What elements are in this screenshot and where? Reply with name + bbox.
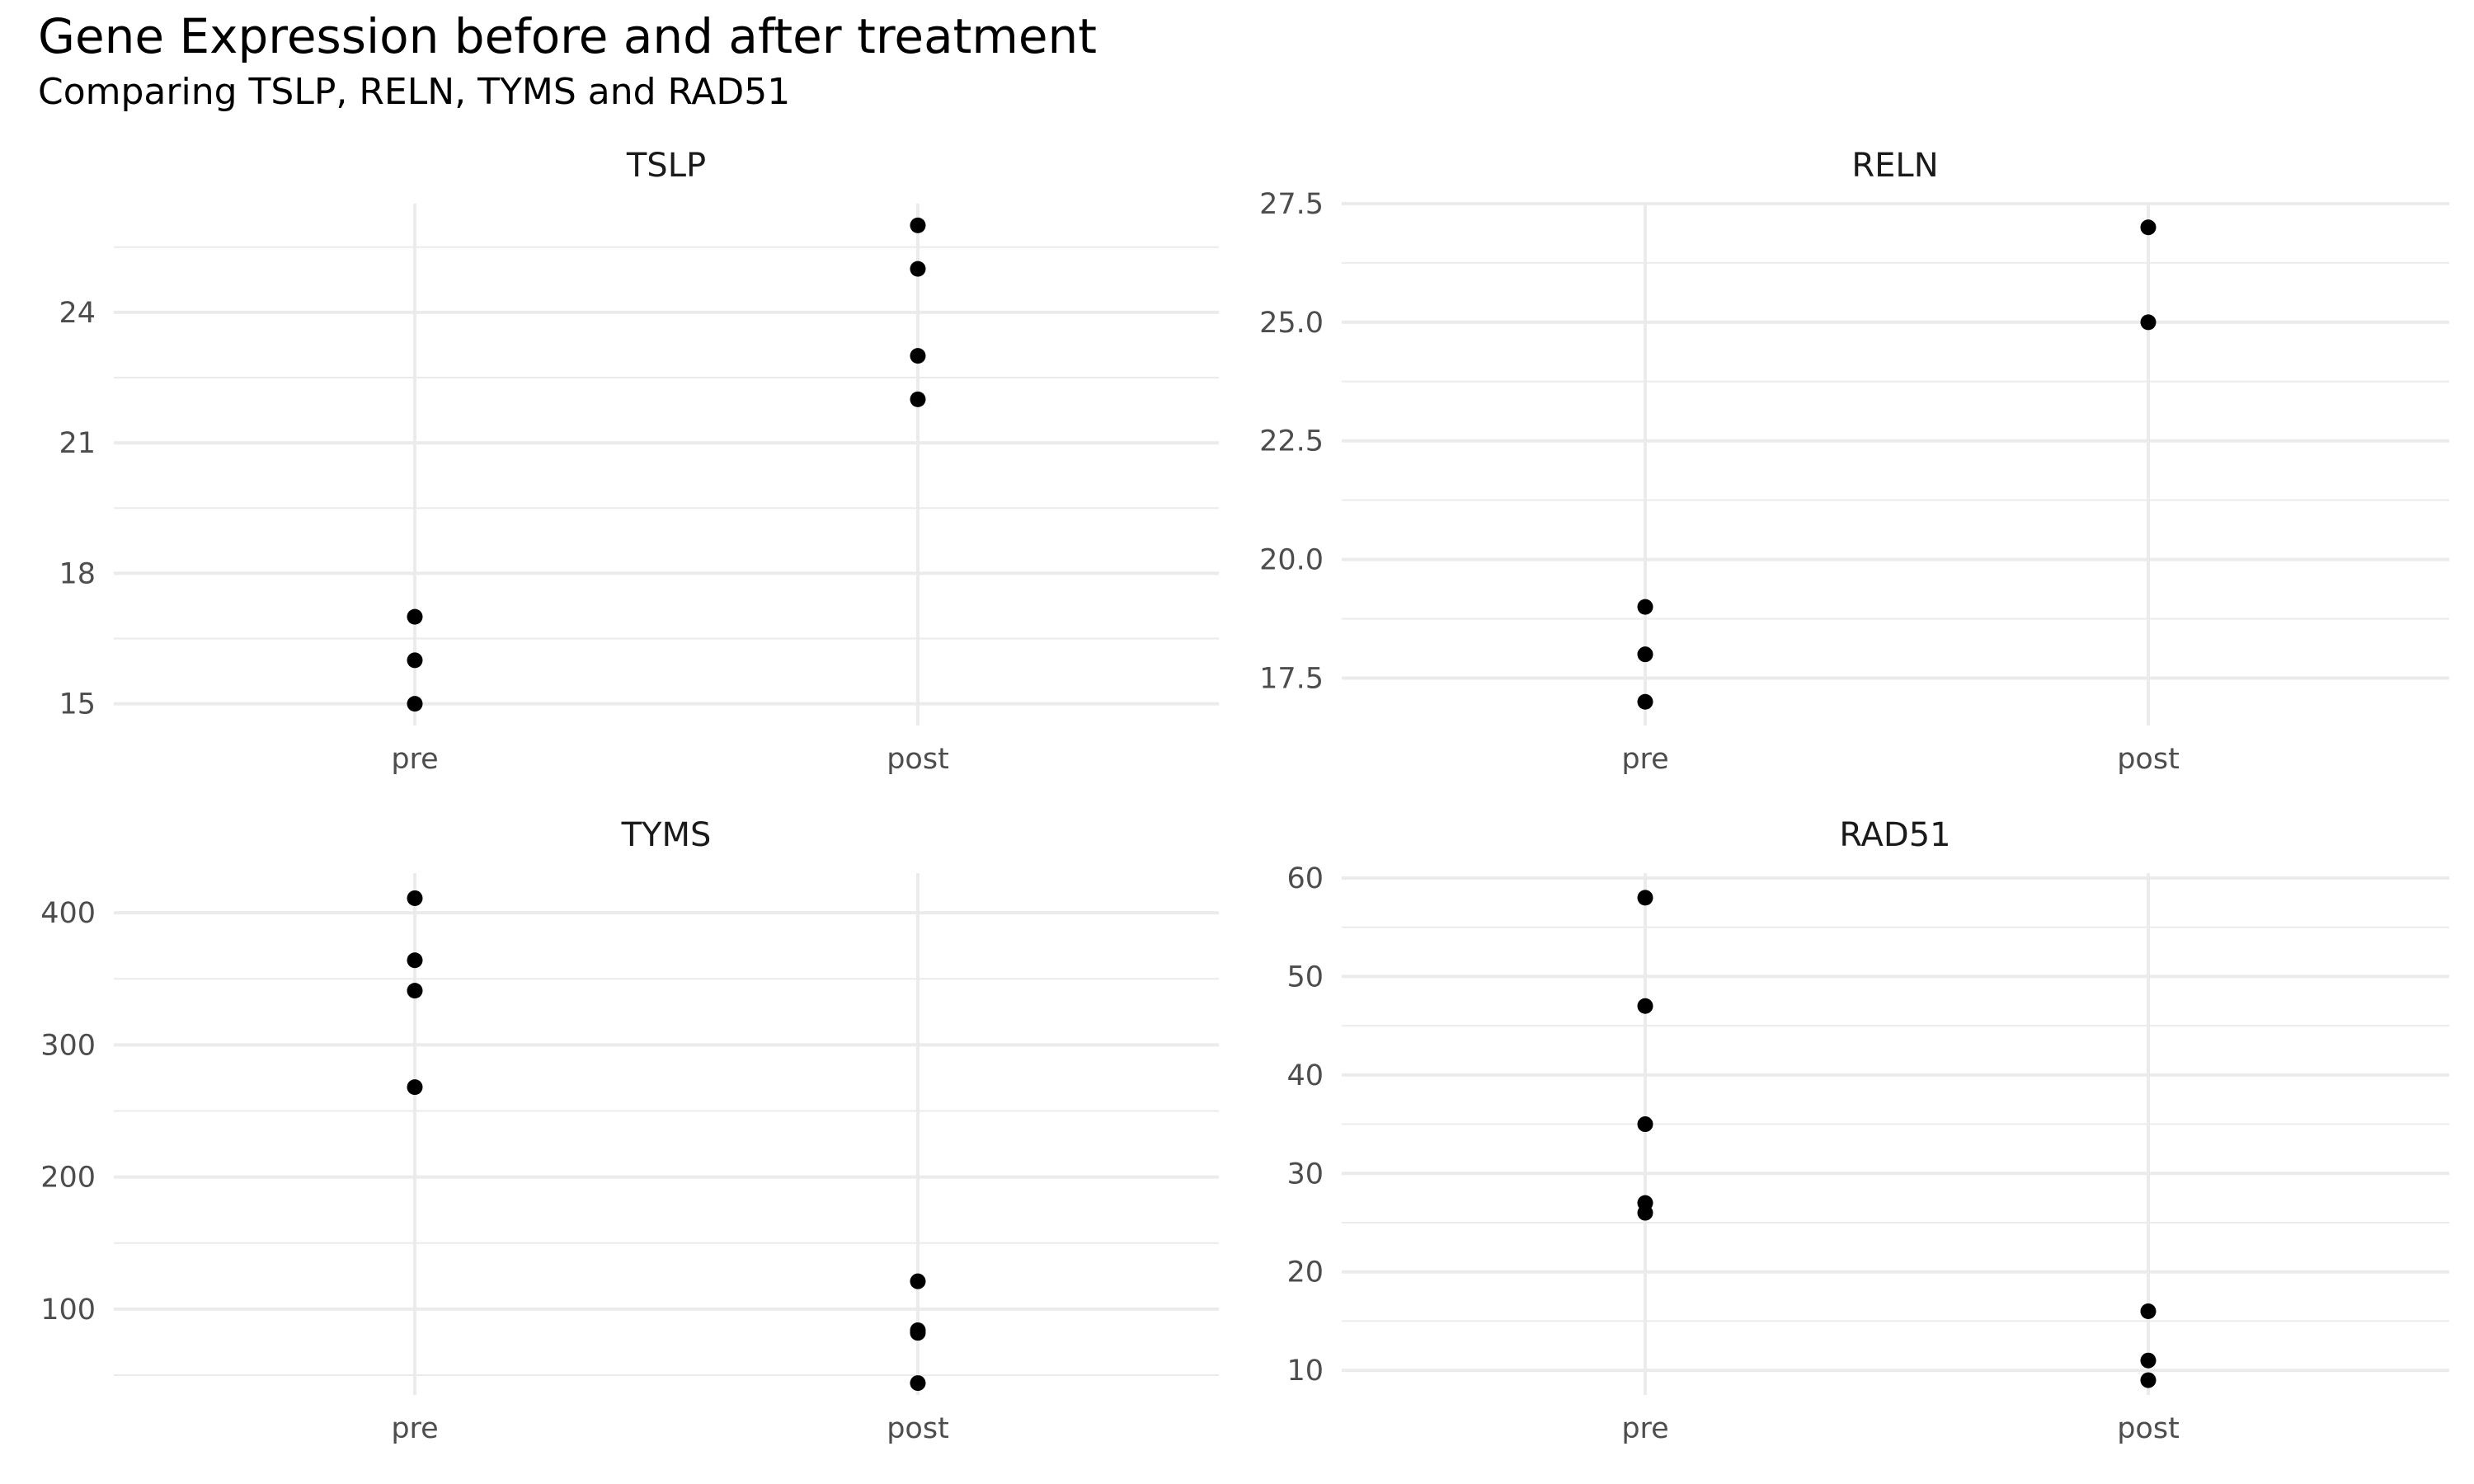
data-point <box>910 391 926 407</box>
data-point <box>2140 1303 2157 1319</box>
data-point <box>910 1322 926 1338</box>
y-tick-label: 300 <box>40 1029 96 1062</box>
data-point <box>407 608 423 625</box>
chart-title: Gene Expression before and after treatme… <box>38 8 1098 64</box>
data-point <box>1637 1116 1653 1133</box>
data-point <box>407 952 423 969</box>
y-tick-label: 100 <box>40 1294 96 1327</box>
facet-label: RAD51 <box>1839 816 1950 854</box>
x-tick-label: pre <box>391 743 438 776</box>
facet-label: TSLP <box>626 147 706 185</box>
data-point <box>910 1273 926 1289</box>
y-tick-label: 24 <box>59 297 96 330</box>
data-point <box>1637 599 1653 615</box>
y-tick-label: 20 <box>1286 1256 1324 1289</box>
x-tick-label: pre <box>1621 743 1668 776</box>
x-tick-label: post <box>887 1412 949 1445</box>
data-point <box>910 348 926 364</box>
data-point <box>1637 646 1653 663</box>
y-tick-label: 50 <box>1286 960 1324 993</box>
y-tick-label: 60 <box>1286 862 1324 895</box>
x-tick-label: pre <box>391 1412 438 1445</box>
data-point <box>1637 998 1653 1014</box>
x-tick-label: post <box>2117 1412 2180 1445</box>
data-point <box>407 890 423 906</box>
y-tick-label: 27.5 <box>1259 188 1324 221</box>
data-point <box>910 261 926 277</box>
data-point <box>2140 314 2157 331</box>
y-tick-label: 400 <box>40 897 96 930</box>
facet-panel-rad51: 10 20 30 40 50 60 pre post RAD51 <box>1286 816 2449 1445</box>
data-point <box>1637 890 1653 906</box>
y-tick-label: 15 <box>59 688 96 721</box>
y-tick-label: 30 <box>1286 1158 1324 1190</box>
x-tick-label: pre <box>1621 1412 1668 1445</box>
x-tick-label: post <box>887 743 949 776</box>
facet-panel-reln: 17.5 20.0 22.5 25.0 27.5 pre post RELN <box>1259 147 2449 776</box>
data-point <box>1637 693 1653 710</box>
data-point <box>910 1375 926 1392</box>
data-point <box>910 217 926 233</box>
facet-panel-tyms: 100 200 300 400 pre post TYMS <box>40 816 1219 1445</box>
y-tick-label: 22.5 <box>1259 425 1324 458</box>
x-tick-label: post <box>2117 743 2180 776</box>
y-tick-label: 10 <box>1286 1355 1324 1388</box>
data-point <box>407 983 423 999</box>
data-point <box>2140 219 2157 236</box>
data-point <box>1637 1195 1653 1211</box>
y-tick-label: 25.0 <box>1259 307 1324 340</box>
y-tick-label: 18 <box>59 557 96 590</box>
y-tick-label: 200 <box>40 1162 96 1195</box>
data-point <box>2140 1372 2157 1388</box>
facet-label: RELN <box>1851 147 1938 185</box>
y-tick-label: 21 <box>59 427 96 460</box>
data-point <box>407 652 423 669</box>
facet-panel-tslp: 15 18 21 24 pre post TSLP <box>59 147 1219 776</box>
facet-label: TYMS <box>621 816 712 854</box>
data-point <box>2140 1352 2157 1369</box>
data-point <box>407 696 423 712</box>
chart-subtitle: Comparing TSLP, RELN, TYMS and RAD51 <box>38 71 791 113</box>
y-tick-label: 40 <box>1286 1059 1324 1092</box>
data-point <box>407 1079 423 1096</box>
y-tick-label: 17.5 <box>1259 662 1324 695</box>
y-tick-label: 20.0 <box>1259 544 1324 577</box>
